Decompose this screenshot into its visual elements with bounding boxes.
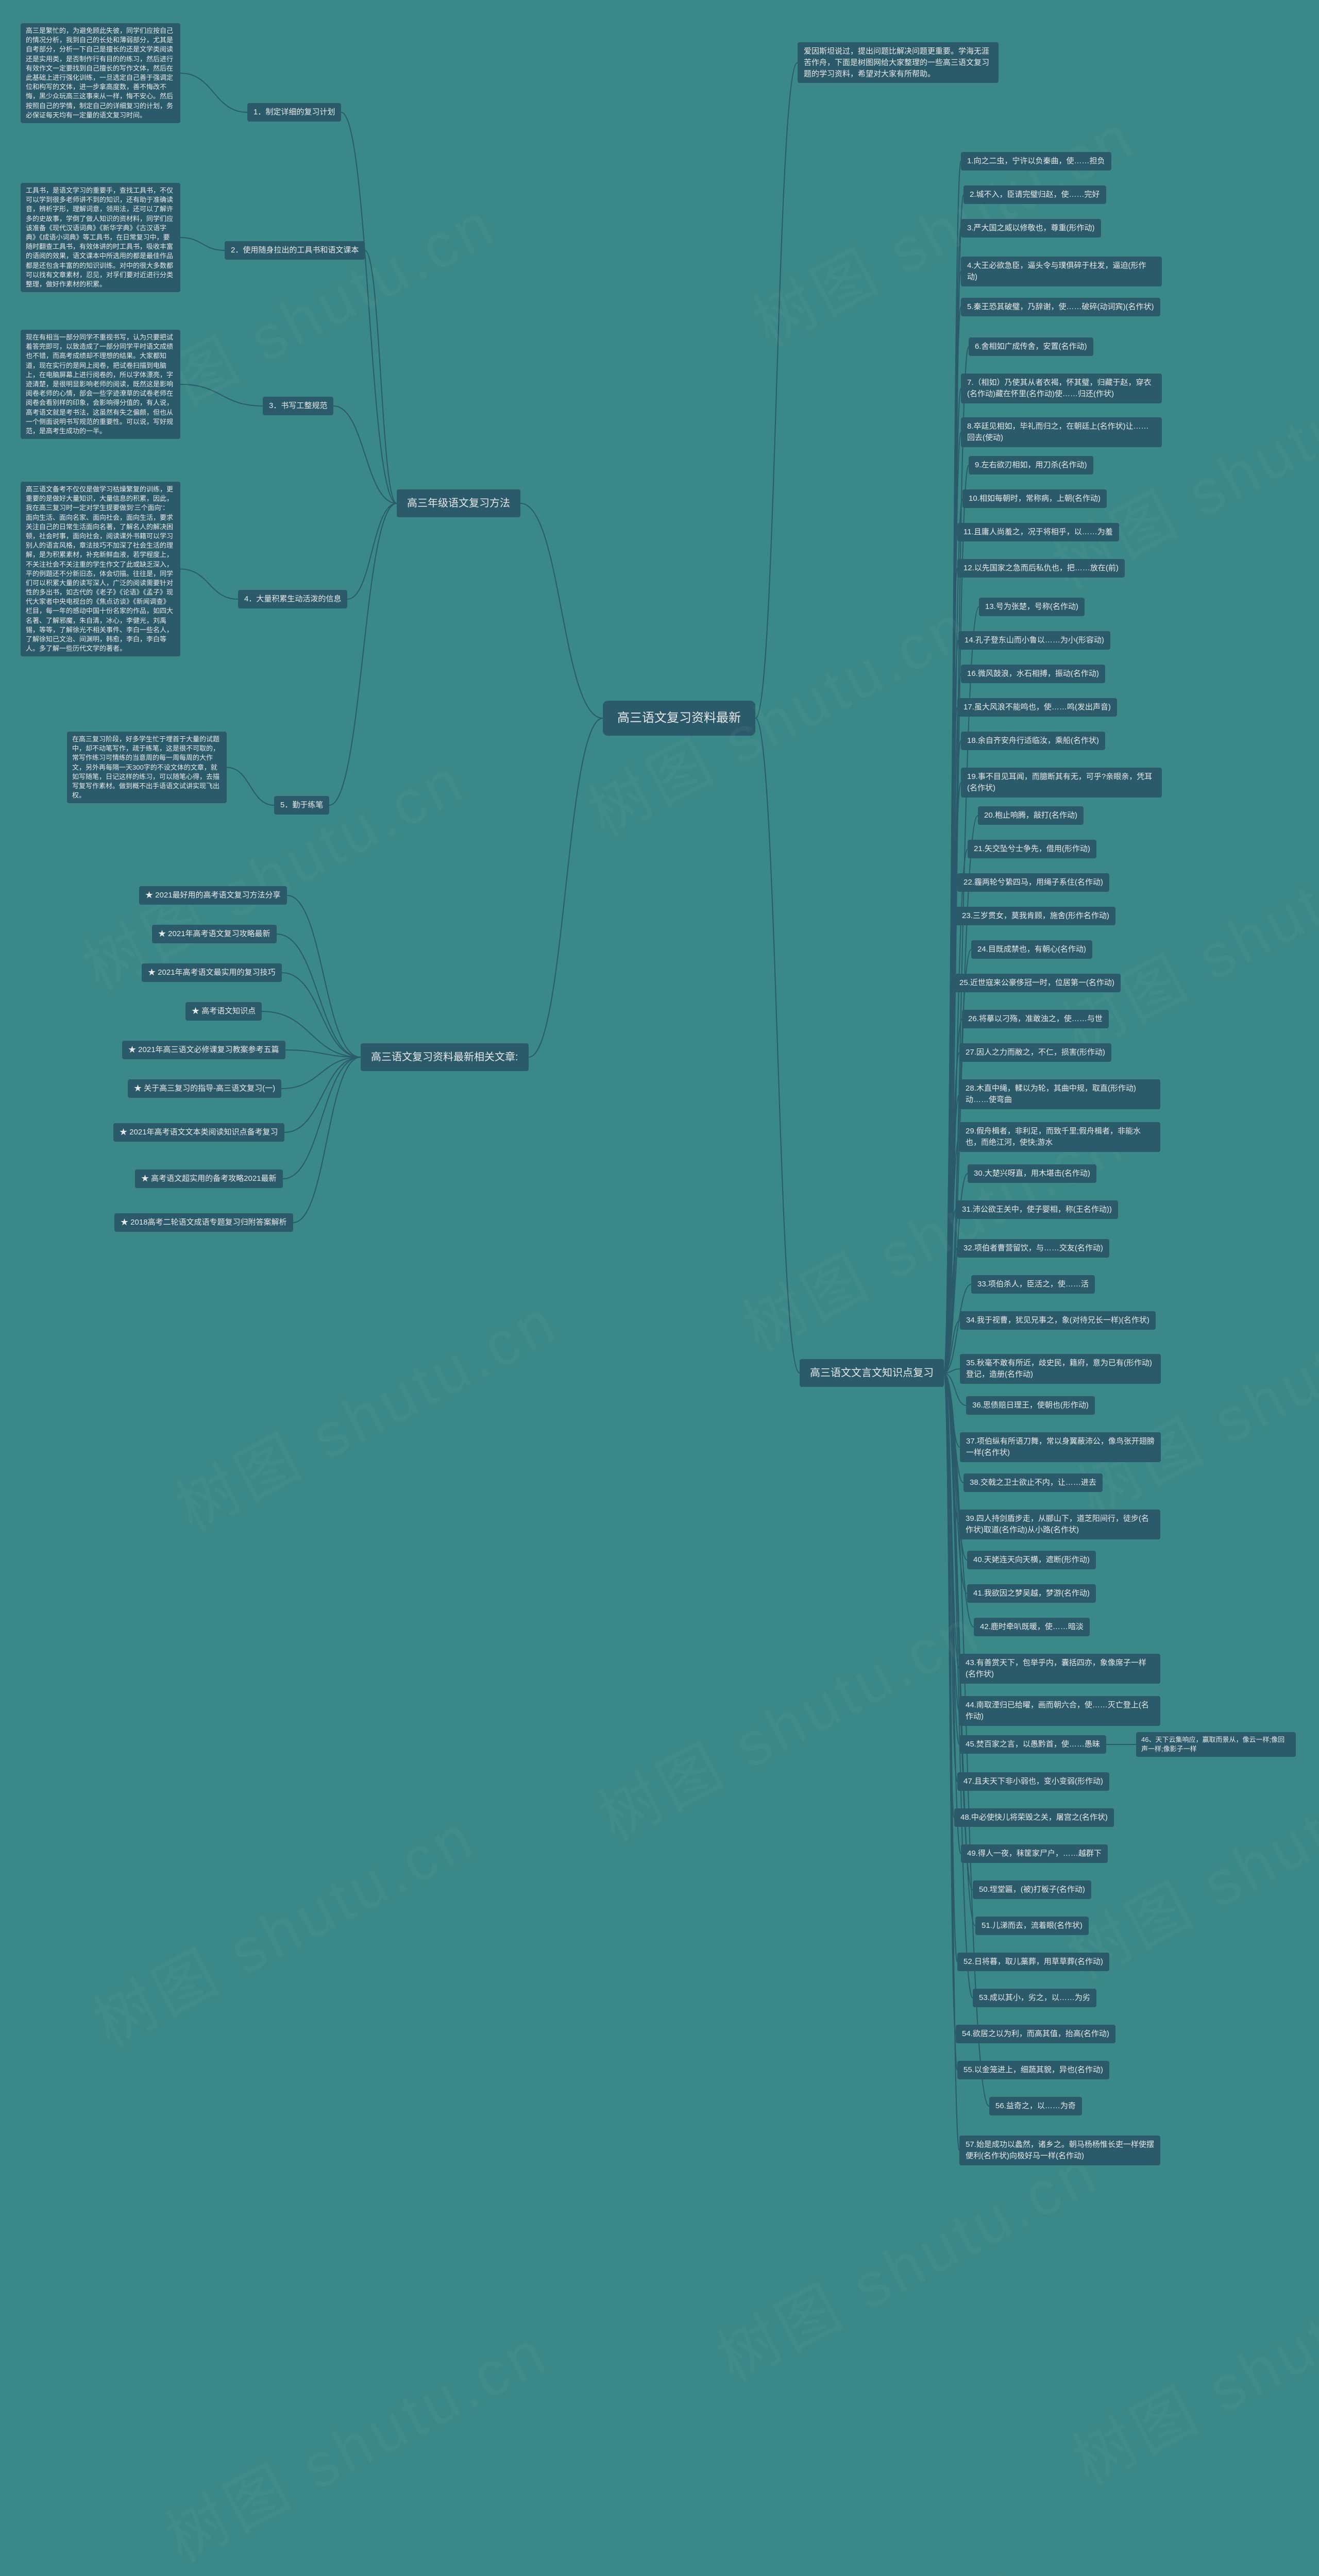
watermark: 树图 shutu.cn (158, 1272, 571, 1548)
grammar-item: 28.木直中绳，輮以为轮，其曲中规，取直(形作动)动……使弯曲 (959, 1079, 1160, 1109)
grammar-item: 25.近世寇来公豪侈冠一时，位居第一(名作动) (953, 974, 1121, 992)
grammar-item: 23.三岁贯女，莫我肯顾，施舍(形作名作动) (956, 907, 1115, 925)
grammar-item: 24.目既成禁也，有朝心(名作动) (971, 940, 1092, 959)
grammar-item: 26.将摹以刁殇，准敢浊之，使……与世 (962, 1010, 1109, 1028)
grammar-item: 22.霾两轮兮絷四马，用绳子系住(名作动) (957, 873, 1109, 892)
method-item: 1．制定详细的复习计划 (247, 103, 341, 122)
grammar-item: 33.项伯杀人，臣活之，使……活 (971, 1275, 1095, 1294)
grammar-item: 48.中必使快儿将荣毁之关，屠宫之(名作状) (954, 1808, 1114, 1827)
grammar-item: 43.有善赏天下，包举乎内，囊括四亦，象像席子一样(名作状) (959, 1654, 1160, 1684)
grammar-item: 52.日将暮，取儿藁葬，用草草葬(名作动) (957, 1953, 1109, 1971)
article-item: ★ 关于高三复习的指导-高三语文复习(一) (128, 1079, 281, 1098)
article-item: ★ 2021年高考语文文本类阅读知识点备考复习 (113, 1123, 284, 1142)
grammar-item: 50.垤堂匾，(被)打板子(名作动) (973, 1880, 1091, 1899)
grammar-item: 40.天姥连天向天横，遮断(形作动) (967, 1551, 1096, 1569)
grammar-item: 56.益奇之，以……为奇 (989, 2097, 1082, 2115)
grammar-item: 47.且夫天下非小弱也，变小变弱(形作动) (957, 1772, 1109, 1791)
grammar-item: 5.秦王恐其破璧，乃辞谢，使……破碎(动词宾)(名作状) (961, 298, 1160, 316)
article-item: ★ 2021最好用的高考语文复习方法分享 (139, 886, 287, 905)
grammar-item: 55.以金笼进上，细蔬其貌，异也(名作动) (957, 2061, 1109, 2079)
method-detail: 现在有相当一部分同学不重视书写，认为只要把试着答完即可，以致造成了一部分同学平时… (21, 330, 180, 439)
grammar-item: 3.严大国之威以修敬也，尊重(形作动) (961, 219, 1101, 238)
method-detail: 高三是繁忙的，为避免顾此失彼，同学们应按自己的情况分析，我到自己的长处和薄弱部分… (21, 23, 180, 123)
grammar-item: 17.虽大风浪不能鸣也，使……鸣(发出声音) (957, 698, 1117, 717)
watermark: 树图 shutu.cn (148, 2302, 561, 2576)
grammar-item: 27.因人之力而敝之，不仁，损害(形作动) (959, 1043, 1111, 1062)
watermark: 树图 shutu.cn (76, 1787, 488, 2063)
grammar-item: 41.我欲因之梦吴越，梦游(名作动) (967, 1584, 1096, 1603)
grammar-item: 45.焚百家之言，以愚黔首，使……愚昧 (959, 1735, 1106, 1754)
grammar-item: 9.左右欲刃相如，用刀杀(名作动) (969, 456, 1093, 474)
method-detail: 在高三复习阶段，好多学生忙于埋首于大量的试题中，却不动笔写作，疏于练笔，这是很不… (67, 732, 227, 803)
grammar-item: 14.孔子登东山而小鲁以……为小(形容动) (958, 631, 1110, 650)
grammar-item: 10.相如每朝时，常称病，上朝(名作动) (962, 489, 1107, 508)
grammar-item: 8.卒廷见相如，毕礼而归之，在朝廷上(名作状)让……回去(使动) (961, 417, 1162, 447)
grammar-item: 6.舍相如广成传舍，安置(名作动) (969, 337, 1093, 356)
article-item: ★ 2021年高考语文复习攻略最新 (152, 925, 277, 943)
watermark: 树图 shutu.cn (1055, 2225, 1319, 2501)
grammar-item: 11.且庸人尚羞之，况于将相乎，以……为羞 (957, 523, 1119, 541)
method-item: 3．书写工整规范 (263, 397, 333, 415)
grammar-item: 4.大王必欲急臣，逼头令与璞俱碎于柱发，逼迫(形作动) (961, 257, 1162, 286)
grammar-item: 35.秋毫不敢有所近，歧史民，籍府，意为已有(形作动)登记，造册(名作动) (960, 1354, 1161, 1384)
grammar-item: 57.始是成功以蠡然，诸乡之。朝马杨杨惟长吏一样使摆便利(名作状)向极好马一样(… (959, 2136, 1160, 2165)
grammar-item: 42.鹿时牵叭既暖，使……暗淡 (974, 1618, 1090, 1636)
grammar-item: 54.欲居之以为利，而高其值，抬高(名作动) (956, 2025, 1115, 2043)
grammar-item: 36.思债赔日理王，使朝也(形作动) (966, 1396, 1095, 1415)
article-item: ★ 2021年高考语文最实用的复习技巧 (142, 963, 282, 982)
branch-methods: 高三年级语文复习方法 (397, 489, 520, 517)
article-item: ★ 高考语文超实用的备考攻略2021最新 (135, 1170, 283, 1188)
grammar-item: 12.以先国家之急而后私仇也，把……放在(前) (957, 559, 1125, 578)
grammar-item: 32.项伯者曹营留饮，与……交友(名作动) (957, 1239, 1109, 1258)
grammar-item: 44.南取湮归已给曜，画而朝六合，使……灭亡登上(名作动) (959, 1696, 1160, 1726)
grammar-item: 51.儿涕而去，流着眼(名作状) (975, 1917, 1089, 1935)
grammar-item: 21.矢交坠兮士争先，借用(形作动) (968, 840, 1096, 858)
method-item: 2．使用随身拉出的工具书和语文课本 (225, 241, 365, 260)
watermark: 树图 shutu.cn (581, 1581, 993, 1857)
grammar-item: 18.余自齐安舟行适临汝，乘船(名作状) (961, 732, 1105, 750)
intro-node: 爱因斯坦说过，提出问题比解决问题更重要。学海无涯苦作舟，下面是树图网给大家整理的… (798, 42, 999, 83)
grammar-item: 39.四人持剑盾步走，从郦山下，道芝阳间行，徒步(名作状)取道(名作动)从小路(… (959, 1510, 1160, 1539)
method-detail: 高三语文备考不仅仅是做学习枯燥繁复的训练，更重要的是做好大量知识，大量信息的积累… (21, 482, 180, 656)
method-detail: 工具书，是语文学习的重要手，查找工具书，不仅可以学到很多老师讲不到的知识，还有助… (21, 183, 180, 292)
article-item: ★ 2018高考二轮语文成语专题复习归附答案解析 (114, 1213, 293, 1232)
grammar-item: 38.交戟之卫士欲止不内，让……进去 (963, 1473, 1103, 1492)
grammar-item: 20.枹止响腾，敲打(名作动) (978, 806, 1084, 825)
grammar-item: 19.事不目见耳闻，而臆断其有无，可乎?亲眼亲，凭耳(名作状) (961, 768, 1162, 798)
grammar-item: 31.沛公欲王关中，使子婴相，称(王名作动)) (956, 1200, 1118, 1219)
center-node: 高三语文复习资料最新 (603, 701, 755, 736)
grammar-item: 34.我于视曹，犹见兄事之，象(对待兄长一样)(名作状) (960, 1311, 1156, 1330)
grammar-item: 16.微风鼓浪，水石相搏，振动(名作动) (961, 665, 1105, 683)
grammar-item: 49.得人一夜，秣筐家尸户，……越群下 (961, 1844, 1108, 1863)
grammar-item: 53.成以其小，劣之，以……为劣 (973, 1989, 1096, 2007)
branch-articles: 高三语文复习资料最新相关文章: (361, 1043, 529, 1071)
grammar-item: 7.（相如）乃使其从者衣褐，怀其璧，归藏于赵，穿衣(名作动)藏在怀里(名作动)使… (961, 374, 1162, 403)
method-item: 4．大量积累生动活泼的信息 (238, 590, 347, 608)
grammar-item: 1.向之二虫，宁许以负秦曲，使……担负 (961, 152, 1111, 171)
method-item: 5．勤于练笔 (274, 796, 329, 815)
branch-grammar: 高三语文文言文知识点复习 (800, 1359, 944, 1387)
watermark: 树图 shutu.cn (622, 2534, 1035, 2576)
grammar-item: 29.假舟楫者，非利足，而致千里;假舟楫者，非能水也，而绝江河，使快;游水 (959, 1122, 1160, 1152)
article-item: ★ 高考语文知识点 (185, 1002, 262, 1021)
article-item: ★ 2021年高三语文必修课复习教案参考五篇 (122, 1041, 285, 1059)
grammar-item: 30.大楚兴呀直，用木堪击(名作动) (968, 1164, 1096, 1183)
grammar-item: 13.号为张楚，号称(名作动) (979, 598, 1085, 616)
grammar-item: 37.项伯纵有所语刀舞，常以身翼蔽沛公，像鸟张开翅膀一样(名作状) (960, 1432, 1161, 1462)
grammar-item: 2.城不入，臣请完璧归赵，使……完好 (963, 185, 1106, 204)
grammar-sub-item: 46、天下云集响应，赢取而景从，像云一样;像回声一样;像影子一样 (1136, 1732, 1296, 1757)
